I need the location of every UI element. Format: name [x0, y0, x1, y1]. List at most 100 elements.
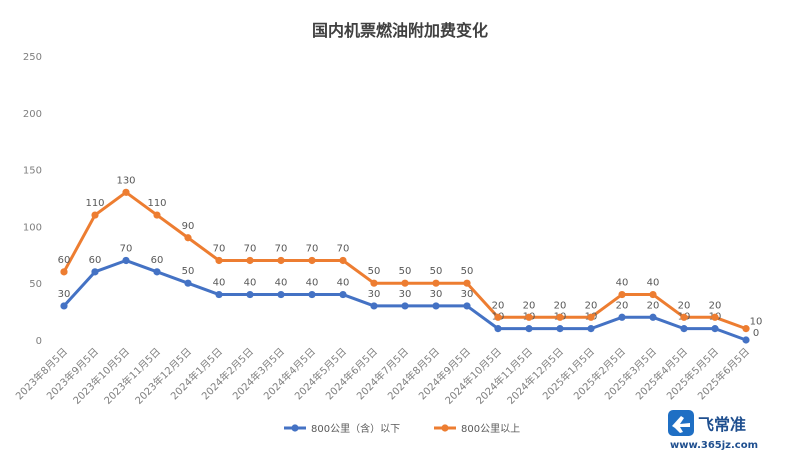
data-point	[401, 279, 409, 287]
watermark-url: www.365jz.com	[670, 440, 758, 451]
data-point	[525, 325, 533, 333]
data-point	[122, 256, 130, 265]
y-tick-label: 100	[23, 222, 42, 233]
data-point	[649, 290, 657, 299]
legend-label: 800公里（含）以下	[311, 422, 400, 435]
data-point	[556, 325, 564, 333]
watermark-logo: 飞常准 www.365jz.com	[668, 410, 758, 451]
data-label: 110	[147, 198, 166, 209]
data-label: 20	[616, 300, 629, 311]
data-point	[215, 290, 223, 299]
x-tick-label: 2023年10月5日	[70, 345, 132, 407]
data-point	[122, 188, 130, 196]
x-tick-label: 2024年11月5日	[473, 345, 535, 407]
data-label: 20	[585, 300, 598, 311]
data-point	[494, 325, 502, 333]
data-point	[339, 290, 347, 299]
data-label: 30	[461, 289, 474, 300]
data-label: 50	[461, 266, 474, 277]
data-point	[587, 325, 595, 333]
data-point	[91, 211, 99, 219]
data-point	[370, 302, 378, 310]
y-tick-label: 250	[23, 52, 42, 63]
data-point	[60, 268, 68, 276]
data-label: 60	[151, 255, 164, 266]
data-label: 30	[58, 289, 71, 300]
data-point	[246, 290, 254, 299]
data-point	[215, 256, 223, 265]
data-label: 60	[89, 255, 102, 266]
legend-marker	[291, 424, 299, 432]
plot-area: 3060706050404040404030303030101010102020…	[58, 175, 763, 344]
data-label: 20	[492, 300, 505, 311]
data-point	[432, 279, 440, 287]
x-tick-label: 2023年11月5日	[101, 345, 163, 407]
data-label: 70	[275, 243, 288, 254]
data-point	[556, 313, 564, 321]
data-label: 40	[275, 278, 288, 289]
data-label: 20	[709, 300, 722, 311]
data-label: 40	[616, 278, 629, 289]
data-label: 20	[523, 300, 536, 311]
legend-label: 800公里以上	[461, 423, 520, 435]
data-label: 0	[753, 328, 759, 339]
data-label: 70	[337, 243, 350, 254]
data-point	[587, 313, 595, 321]
data-label: 130	[116, 175, 135, 186]
data-label: 60	[58, 255, 71, 266]
data-label: 20	[678, 300, 691, 311]
data-point	[277, 290, 285, 299]
data-point	[184, 234, 192, 242]
data-point	[618, 290, 626, 299]
data-label: 30	[368, 289, 381, 300]
x-tick-label: 2023年12月5日	[132, 345, 194, 407]
data-point	[463, 302, 471, 310]
data-point	[711, 313, 719, 321]
data-point	[277, 256, 285, 265]
x-tick-label: 2024年10月5日	[442, 345, 504, 407]
chart-title: 国内机票燃油附加费变化	[312, 21, 488, 40]
data-point	[649, 313, 657, 321]
data-point	[742, 336, 750, 344]
data-label: 70	[213, 243, 226, 254]
data-point	[91, 268, 99, 276]
data-point	[680, 325, 688, 333]
data-point	[401, 302, 409, 310]
data-point	[680, 313, 688, 321]
legend: 800公里（含）以下 800公里以上	[284, 422, 520, 435]
data-point	[370, 279, 378, 287]
y-tick-label: 0	[36, 336, 42, 347]
data-point	[742, 325, 750, 333]
data-label: 20	[554, 300, 567, 311]
y-axis: 0 50 100 150 200 250	[23, 52, 42, 347]
x-tick-label: 2024年12月5日	[504, 345, 566, 407]
y-tick-label: 200	[23, 109, 42, 120]
data-point	[153, 211, 161, 219]
data-point	[618, 313, 626, 321]
x-tick-label: 2025年6月5日	[695, 345, 752, 402]
data-label: 40	[213, 278, 226, 289]
data-point	[308, 290, 316, 299]
data-label: 40	[306, 278, 319, 289]
watermark-brand: 飞常准	[698, 415, 746, 434]
data-label: 70	[306, 243, 319, 254]
data-point	[432, 302, 440, 310]
data-label: 10	[750, 317, 763, 328]
legend-marker	[441, 424, 449, 432]
data-label: 50	[430, 266, 443, 277]
plane-icon	[668, 410, 694, 436]
y-tick-label: 150	[23, 166, 42, 177]
data-label: 40	[647, 278, 660, 289]
data-point	[339, 256, 347, 265]
data-point	[525, 313, 533, 321]
data-point	[463, 279, 471, 287]
data-label: 70	[120, 243, 133, 254]
data-label: 50	[368, 266, 381, 277]
data-label: 30	[430, 289, 443, 300]
data-point	[246, 256, 254, 265]
data-label: 90	[182, 221, 195, 232]
y-tick-label: 50	[29, 279, 42, 290]
data-point	[153, 268, 161, 276]
data-point	[711, 325, 719, 333]
